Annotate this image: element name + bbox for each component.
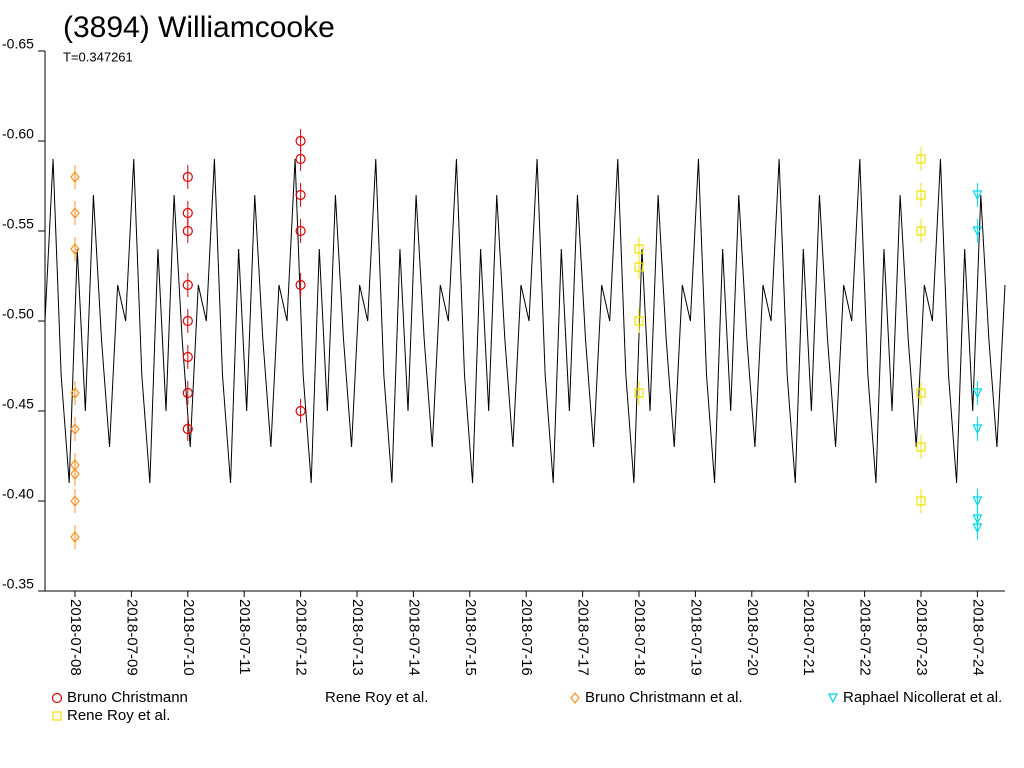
data-point xyxy=(295,153,306,165)
x-tick-label: 2018-07-17 xyxy=(575,599,592,676)
data-point xyxy=(634,244,644,254)
x-tick-label: 2018-07-22 xyxy=(857,599,874,676)
legend-symbol xyxy=(52,711,62,721)
y-tick-label: -0.65 xyxy=(2,36,34,52)
x-tick-label: 2018-07-15 xyxy=(462,599,479,676)
data-point xyxy=(295,135,306,147)
data-point xyxy=(972,424,983,435)
data-point xyxy=(70,468,80,480)
x-tick-label: 2018-07-23 xyxy=(913,599,930,676)
legend-symbol xyxy=(570,692,580,704)
data-point xyxy=(70,495,80,507)
legend-label: Bruno Christmann xyxy=(67,689,188,706)
data-point xyxy=(916,190,926,200)
data-point xyxy=(972,226,983,237)
data-point xyxy=(182,315,193,327)
chart-title: (3894) Williamcooke xyxy=(63,11,335,44)
legend-label: Rene Roy et al. xyxy=(325,689,428,706)
data-point xyxy=(634,316,644,326)
data-point xyxy=(295,405,306,417)
data-point xyxy=(916,388,926,398)
legend-label: Rene Roy et al. xyxy=(67,707,170,724)
x-tick-label: 2018-07-12 xyxy=(293,599,310,676)
data-point xyxy=(182,351,193,363)
model-curve xyxy=(44,158,1006,484)
x-tick-label: 2018-07-13 xyxy=(349,599,366,676)
x-tick-label: 2018-07-08 xyxy=(67,599,84,676)
data-point xyxy=(972,388,983,399)
legend-label: Bruno Christmann et al. xyxy=(585,689,743,706)
data-point xyxy=(70,207,80,219)
x-tick-label: 2018-07-24 xyxy=(969,599,986,676)
data-point xyxy=(70,387,80,399)
x-tick-label: 2018-07-20 xyxy=(744,599,761,676)
y-tick-label: -0.55 xyxy=(2,216,34,232)
data-point xyxy=(634,262,644,272)
data-point xyxy=(916,442,926,452)
x-tick-label: 2018-07-19 xyxy=(687,599,704,676)
data-point xyxy=(182,207,193,219)
data-point xyxy=(295,189,306,201)
data-point xyxy=(634,388,644,398)
data-point xyxy=(70,531,80,543)
x-tick-label: 2018-07-09 xyxy=(123,599,140,676)
data-point xyxy=(295,279,306,291)
y-tick-label: -0.35 xyxy=(2,576,34,592)
legend-label: Raphael Nicollerat et al. xyxy=(843,689,1002,706)
x-tick-label: 2018-07-18 xyxy=(631,599,648,676)
data-point xyxy=(295,225,306,237)
y-tick-label: -0.50 xyxy=(2,306,34,322)
data-point xyxy=(972,514,983,525)
y-tick-label: -0.45 xyxy=(2,396,34,412)
data-point xyxy=(182,279,193,291)
data-point xyxy=(182,387,193,399)
chart-subtitle: T=0.347261 xyxy=(63,49,133,64)
legend-symbol xyxy=(51,692,63,704)
data-point xyxy=(916,154,926,164)
data-point xyxy=(972,496,983,507)
data-point xyxy=(70,243,80,255)
y-tick-label: -0.40 xyxy=(2,486,34,502)
x-tick-label: 2018-07-11 xyxy=(236,599,253,675)
x-tick-label: 2018-07-10 xyxy=(180,599,197,676)
legend-symbol xyxy=(828,693,838,704)
data-point xyxy=(70,171,80,183)
data-point xyxy=(182,225,193,237)
data-point xyxy=(182,171,193,183)
x-tick-label: 2018-07-21 xyxy=(800,599,817,676)
data-point xyxy=(916,226,926,236)
data-point xyxy=(70,423,80,435)
data-point xyxy=(182,423,193,435)
data-point xyxy=(916,496,926,506)
y-tick-label: -0.60 xyxy=(2,126,34,142)
data-point xyxy=(972,190,983,201)
x-tick-label: 2018-07-14 xyxy=(405,599,422,676)
x-tick-label: 2018-07-16 xyxy=(518,599,535,676)
